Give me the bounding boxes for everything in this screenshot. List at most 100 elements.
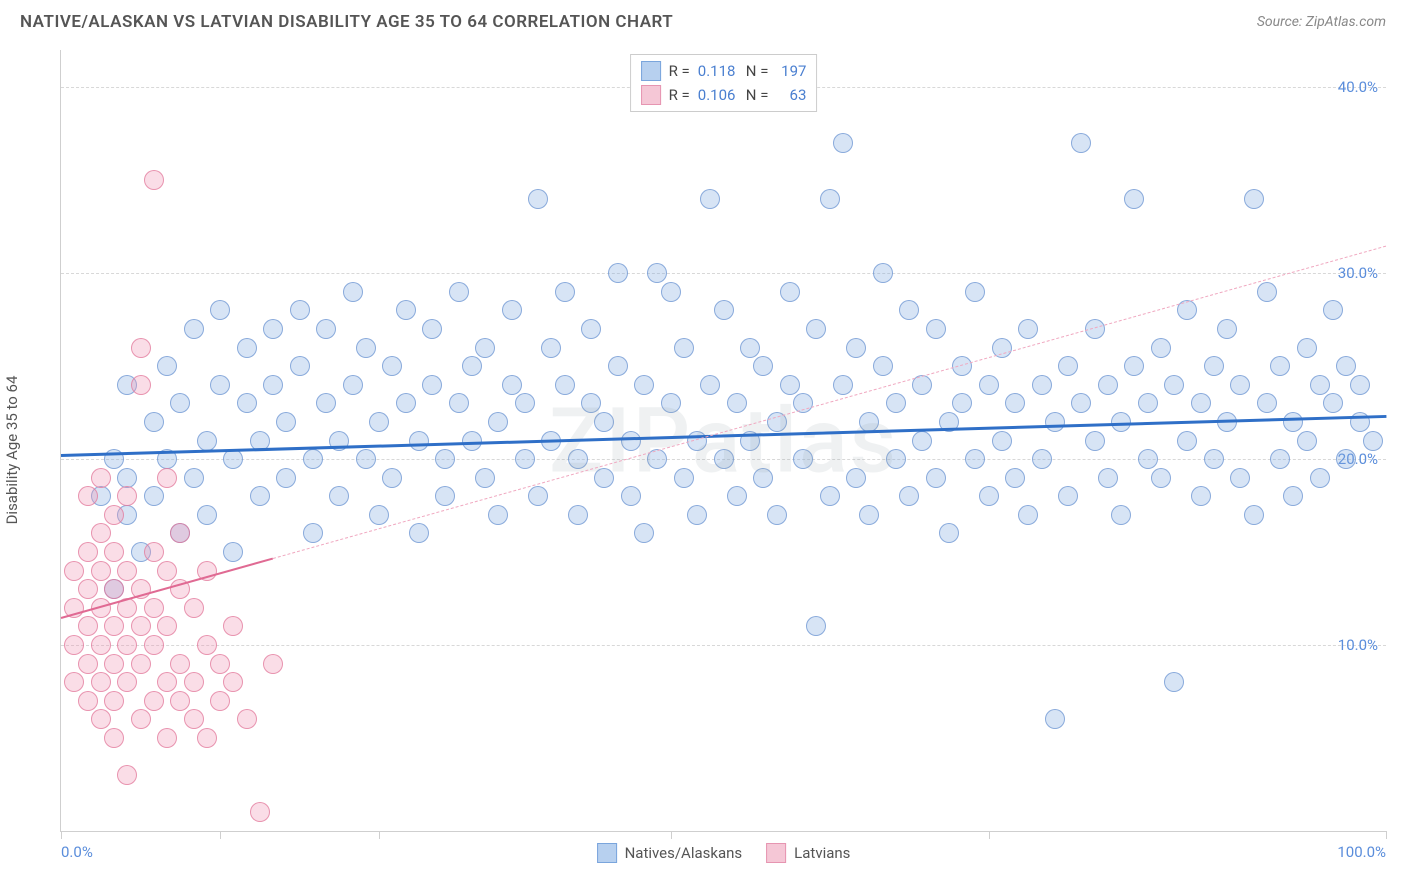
- data-point: [859, 412, 879, 432]
- x-tick: [989, 831, 990, 839]
- data-point: [170, 523, 190, 543]
- data-point: [1018, 505, 1038, 525]
- data-point: [687, 505, 707, 525]
- x-tick: [61, 831, 62, 839]
- data-point: [1297, 431, 1317, 451]
- data-point: [700, 189, 720, 209]
- data-point: [184, 672, 204, 692]
- data-point: [91, 672, 111, 692]
- data-point: [846, 468, 866, 488]
- legend-series-label: Natives/Alaskans: [625, 844, 743, 862]
- data-point: [343, 375, 363, 395]
- data-point: [1005, 393, 1025, 413]
- data-point: [515, 393, 535, 413]
- data-point: [1085, 431, 1105, 451]
- data-point: [873, 263, 893, 283]
- data-point: [131, 338, 151, 358]
- data-point: [1151, 468, 1171, 488]
- data-point: [104, 579, 124, 599]
- data-point: [144, 598, 164, 618]
- data-point: [197, 635, 217, 655]
- data-point: [223, 672, 243, 692]
- data-point: [329, 486, 349, 506]
- data-point: [210, 691, 230, 711]
- data-point: [104, 505, 124, 525]
- data-point: [594, 412, 614, 432]
- data-point: [714, 300, 734, 320]
- data-point: [1138, 393, 1158, 413]
- data-point: [197, 431, 217, 451]
- data-point: [541, 338, 561, 358]
- data-point: [144, 170, 164, 190]
- data-point: [581, 319, 601, 339]
- legend-series-label: Latvians: [794, 844, 850, 862]
- data-point: [117, 635, 137, 655]
- data-point: [290, 300, 310, 320]
- data-point: [210, 654, 230, 674]
- data-point: [555, 375, 575, 395]
- legend-stats: R =0.118N =197R =0.106N =63: [630, 54, 818, 112]
- data-point: [488, 412, 508, 432]
- data-point: [1217, 319, 1237, 339]
- legend-series-item: Natives/Alaskans: [597, 843, 743, 863]
- data-point: [899, 486, 919, 506]
- data-point: [303, 449, 323, 469]
- x-tick: [1386, 831, 1387, 839]
- data-point: [1297, 338, 1317, 358]
- data-point: [1032, 375, 1052, 395]
- data-point: [806, 319, 826, 339]
- data-point: [144, 486, 164, 506]
- data-point: [343, 282, 363, 302]
- data-point: [157, 616, 177, 636]
- data-point: [276, 412, 296, 432]
- data-point: [104, 542, 124, 562]
- data-point: [263, 319, 283, 339]
- data-point: [170, 654, 190, 674]
- data-point: [661, 282, 681, 302]
- data-point: [1191, 393, 1211, 413]
- data-point: [117, 561, 137, 581]
- data-point: [78, 486, 98, 506]
- data-point: [78, 542, 98, 562]
- data-point: [912, 431, 932, 451]
- chart-header: NATIVE/ALASKAN VS LATVIAN DISABILITY AGE…: [0, 0, 1406, 40]
- data-point: [184, 709, 204, 729]
- data-point: [714, 449, 734, 469]
- data-point: [568, 449, 588, 469]
- legend-series-item: Latvians: [766, 843, 850, 863]
- data-point: [382, 356, 402, 376]
- data-point: [409, 523, 429, 543]
- legend-stats-row: R =0.106N =63: [641, 83, 807, 107]
- data-point: [661, 393, 681, 413]
- data-point: [184, 319, 204, 339]
- data-point: [117, 672, 137, 692]
- data-point: [647, 263, 667, 283]
- data-point: [184, 598, 204, 618]
- data-point: [674, 468, 694, 488]
- data-point: [886, 393, 906, 413]
- data-point: [78, 654, 98, 674]
- data-point: [1244, 189, 1264, 209]
- data-point: [1138, 449, 1158, 469]
- data-point: [634, 375, 654, 395]
- data-point: [859, 505, 879, 525]
- data-point: [1363, 431, 1383, 451]
- data-point: [594, 468, 614, 488]
- data-point: [1310, 375, 1330, 395]
- data-point: [210, 300, 230, 320]
- data-point: [1045, 709, 1065, 729]
- data-point: [78, 691, 98, 711]
- data-point: [1191, 486, 1211, 506]
- data-point: [170, 393, 190, 413]
- data-point: [104, 691, 124, 711]
- data-point: [64, 672, 84, 692]
- data-point: [117, 765, 137, 785]
- data-point: [64, 635, 84, 655]
- data-point: [78, 616, 98, 636]
- data-point: [820, 189, 840, 209]
- data-point: [1045, 412, 1065, 432]
- chart-container: Disability Age 35 to 64 ZIPatlas R =0.11…: [50, 50, 1386, 832]
- data-point: [91, 523, 111, 543]
- data-point: [409, 431, 429, 451]
- data-point: [1270, 356, 1290, 376]
